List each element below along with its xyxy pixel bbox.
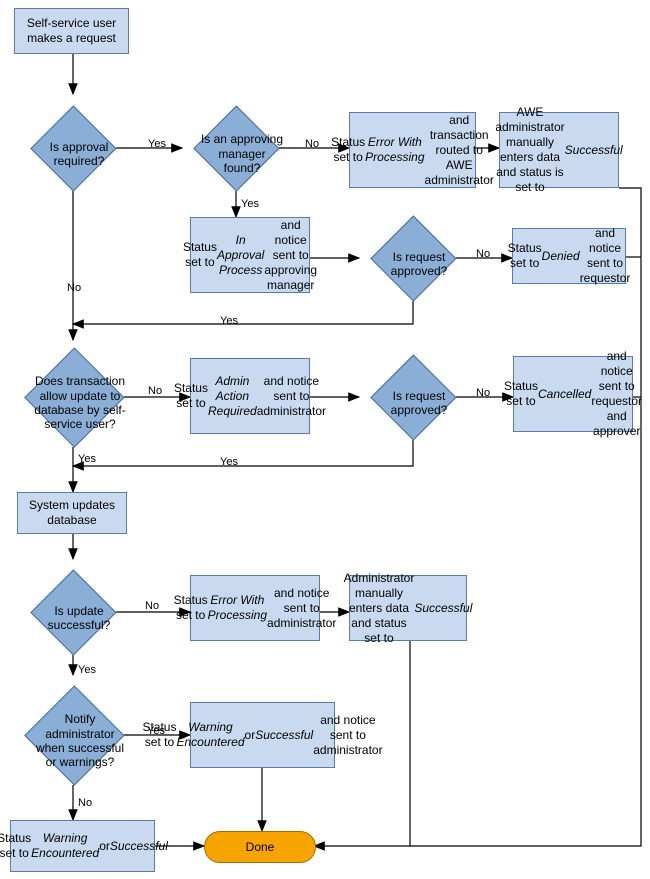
label-l9: Yes: [78, 453, 96, 465]
node-awe_admin: AWE administrator manually enters data a…: [499, 112, 619, 188]
label-l7: No: [148, 385, 162, 397]
label-l12: Yes: [78, 664, 96, 676]
label-l14: No: [78, 797, 92, 809]
update_successful-label: Is update successful?: [30, 569, 128, 667]
allow_update-label: Does transaction allow update to databas…: [24, 347, 136, 459]
request_approved2-label: Is request approved?: [370, 354, 468, 452]
label-l10: Yes: [220, 456, 238, 468]
node-admin_manual: Administrator manually enters data and s…: [349, 575, 467, 641]
label-l4: No: [67, 282, 81, 294]
label-l8: No: [476, 387, 490, 399]
manager_found-label: Is an approving manager found?: [193, 105, 291, 203]
node-error_awe: Status set to Error With Processing and …: [349, 112, 476, 188]
node-cancelled: Status set to Cancelled and notice sent …: [513, 356, 633, 432]
label-l5: No: [476, 248, 490, 260]
label-l6: Yes: [220, 315, 238, 327]
node-allow_update: Does transaction allow update to databas…: [39, 362, 110, 433]
label-l11: No: [145, 600, 159, 612]
node-request_approved2: Is request approved?: [383, 367, 444, 428]
approval_required-label: Is approval required?: [30, 105, 128, 203]
node-in_approval: Status set to In Approval Process and no…: [190, 217, 310, 293]
node-warning_notice: Status set to Warning Encountered or Suc…: [190, 702, 335, 768]
node-request_approved: Is request approved?: [383, 228, 444, 289]
node-admin_action: Status set to Admin Action Required and …: [190, 358, 310, 434]
flowchart-canvas: Self-service user makes a request Is appr…: [0, 0, 650, 879]
node-done: Done: [204, 831, 316, 863]
node-manager_found: Is an approving manager found?: [206, 118, 267, 179]
label-l2: No: [305, 138, 319, 150]
label-l3: Yes: [241, 198, 259, 210]
node-denied: Status set to Denied and notice sent to …: [512, 228, 626, 284]
label-l13: Yes: [147, 725, 165, 737]
node-error_admin: Status set to Error With Processing and …: [190, 575, 320, 641]
node-system_updates: System updates database: [17, 492, 127, 534]
node-update_successful: Is update successful?: [43, 582, 104, 643]
node-approval_required: Is approval required?: [43, 118, 104, 179]
node-final_status: Status set to Warning Encountered or Suc…: [10, 820, 155, 872]
node-notify: Notify administrator when successful or …: [39, 700, 110, 771]
label-l1: Yes: [148, 138, 166, 150]
notify-label: Notify administrator when successful or …: [24, 685, 136, 797]
request_approved-label: Is request approved?: [370, 215, 468, 313]
node-start: Self-service user makes a request: [14, 8, 129, 54]
